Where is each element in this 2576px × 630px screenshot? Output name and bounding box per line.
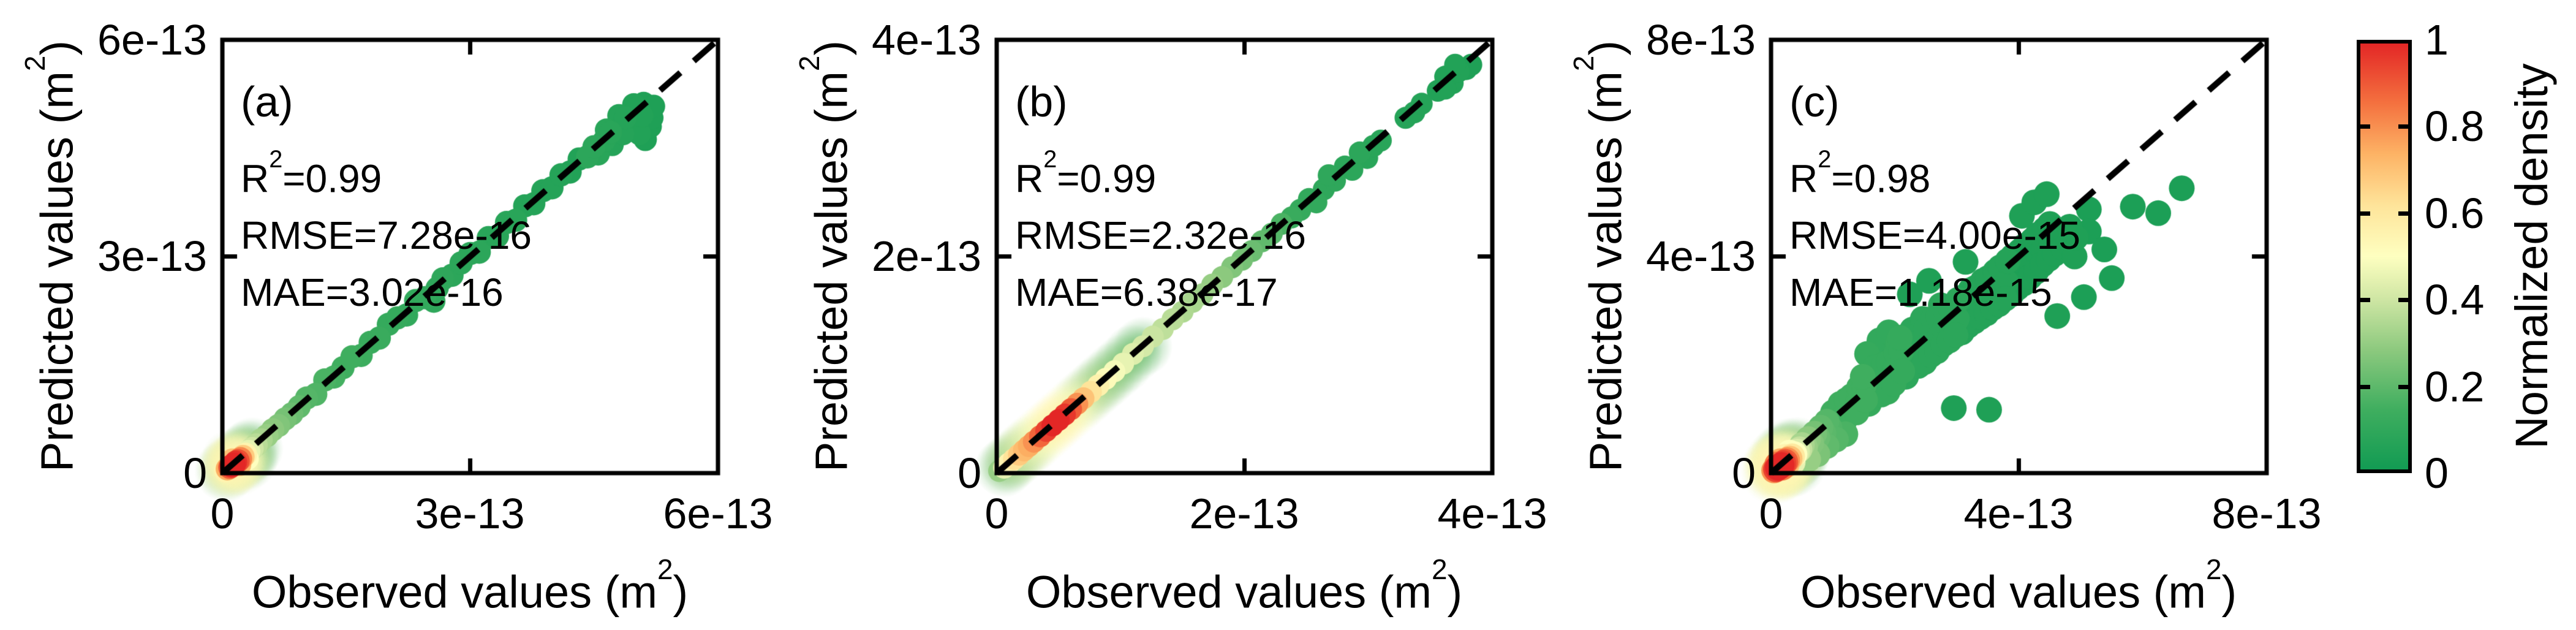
y-axis-label-b: Predicted values (m2) xyxy=(793,40,857,473)
colorbar-tick-0-2: 0.2 xyxy=(2425,363,2485,411)
x-tick-c-2: 8e-13 xyxy=(2212,490,2322,537)
x-tick-a-0: 0 xyxy=(210,490,235,537)
x-tick-c-0: 0 xyxy=(1759,490,1783,537)
x-axis-label-a: Observed values (m2) xyxy=(251,553,689,618)
y-tick-a-1: 3e-13 xyxy=(97,232,207,280)
panel-letter-b: (b) xyxy=(1015,78,1068,126)
y-tick-c-1: 4e-13 xyxy=(1645,232,1756,280)
x-tick-b-0: 0 xyxy=(984,490,1009,537)
r2-superscript-b: 2 xyxy=(1043,146,1057,173)
colorbar-tick-0-8: 0.8 xyxy=(2425,102,2485,150)
y-tick-c-2: 8e-13 xyxy=(1645,16,1756,64)
rmse-line-b: RMSE=2.32e-16 xyxy=(1015,213,1306,258)
panel-letter-c: (c) xyxy=(1789,78,1840,126)
x-tick-a-2: 6e-13 xyxy=(663,490,773,537)
stats-block-b: R2=0.99 RMSE=2.32e-16 MAE=6.38e-17 xyxy=(1015,142,1306,321)
y-tick-a-0: 0 xyxy=(183,449,207,497)
r2-line-c: R2=0.98 xyxy=(1789,146,1931,201)
colorbar-tick-mark xyxy=(2360,124,2370,129)
stats-block-a: R2=0.99 RMSE=7.28e-16 MAE=3.02e-16 xyxy=(241,142,532,321)
rmse-line-c: RMSE=4.00e-15 xyxy=(1789,213,2080,258)
y-axis-label-c: Predicted values (m2) xyxy=(1567,40,1631,473)
colorbar-tick-mark xyxy=(2360,211,2370,216)
stats-block-c: R2=0.98 RMSE=4.00e-15 MAE=1.18e-15 xyxy=(1789,142,2080,321)
colorbar-tick-mark xyxy=(2398,211,2408,216)
y-tick-b-0: 0 xyxy=(958,449,981,497)
colorbar-tick-mark xyxy=(2398,124,2408,129)
rmse-line-a: RMSE=7.28e-16 xyxy=(241,213,532,258)
x-tick-b-2: 4e-13 xyxy=(1437,490,1547,537)
x-axis-label-c: Observed values (m2) xyxy=(1800,553,2237,618)
x-axis-label-b: Observed values (m2) xyxy=(1025,553,1463,618)
panel-letter-a: (a) xyxy=(241,78,293,126)
x-tick-a-1: 3e-13 xyxy=(415,490,525,537)
scatter-plot-c xyxy=(1728,3,2310,516)
mae-line-b: MAE=6.38e-17 xyxy=(1015,270,1278,315)
scatter-plot-a xyxy=(179,3,761,516)
scatter-plot-b xyxy=(954,3,1535,516)
y-tick-b-1: 2e-13 xyxy=(871,232,981,280)
colorbar-tick-mark xyxy=(2360,384,2370,389)
r2-superscript-c: 2 xyxy=(1818,146,1832,173)
mae-line-c: MAE=1.18e-15 xyxy=(1789,270,2052,315)
r2-superscript-a: 2 xyxy=(269,146,283,173)
colorbar-tick-mark xyxy=(2360,298,2370,303)
x-tick-c-1: 4e-13 xyxy=(1963,490,2074,537)
colorbar-gradient xyxy=(2357,40,2412,473)
colorbar-axis-label: Normalized density xyxy=(2506,63,2557,449)
y-tick-c-0: 0 xyxy=(1732,449,1756,497)
colorbar-tick-0-4: 0.4 xyxy=(2425,276,2485,324)
colorbar-tick-1: 1 xyxy=(2425,16,2449,64)
colorbar-tick-0-6: 0.6 xyxy=(2425,189,2485,237)
r2-line-b: R2=0.99 xyxy=(1015,146,1157,201)
colorbar-tick-mark xyxy=(2398,384,2408,389)
y-axis-label-a: Predicted values (m2) xyxy=(18,40,83,473)
x-tick-b-1: 2e-13 xyxy=(1189,490,1299,537)
colorbar-tick-0: 0 xyxy=(2425,449,2449,497)
y-tick-a-2: 6e-13 xyxy=(97,16,207,64)
r2-line-a: R2=0.99 xyxy=(241,146,382,201)
y-tick-b-2: 4e-13 xyxy=(871,16,981,64)
mae-line-a: MAE=3.02e-16 xyxy=(241,270,504,315)
colorbar-tick-mark xyxy=(2398,298,2408,303)
